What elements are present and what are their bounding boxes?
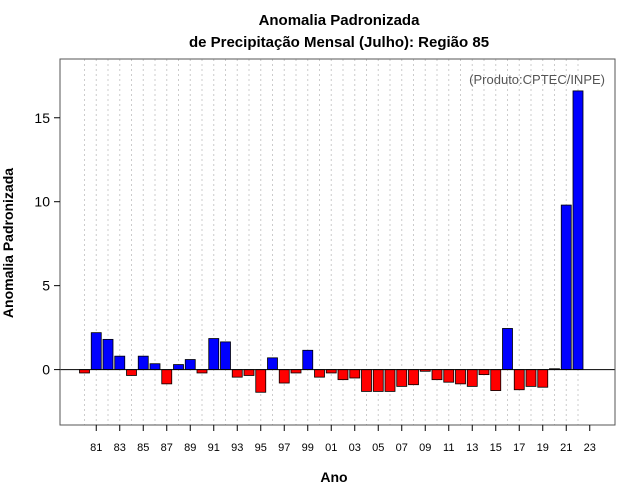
bar-1981 [90, 332, 102, 370]
bar-2006 [384, 369, 396, 392]
x-axis-label: Ano [320, 469, 347, 485]
y-tick-label: 0 [42, 362, 50, 378]
y-tick-label: 5 [42, 278, 50, 294]
bar-2012 [455, 369, 466, 385]
x-tick-label: 23 [584, 442, 596, 454]
bar-1980 [79, 369, 90, 374]
bars [79, 90, 584, 393]
x-tick-label: 93 [231, 442, 243, 454]
x-tick-label: 91 [208, 442, 220, 454]
bar-1991 [208, 338, 220, 370]
x-tick-label: 95 [255, 442, 267, 454]
bar-2001 [325, 369, 337, 374]
bar-2011 [443, 369, 455, 383]
bar-1990 [196, 369, 208, 374]
bar-1999 [302, 349, 314, 370]
bar-1989 [184, 359, 196, 370]
x-tick-label: 87 [161, 442, 173, 454]
bar-1982 [102, 338, 114, 370]
bar-2005 [372, 369, 384, 392]
bar-1996 [267, 357, 278, 370]
bar-2010 [431, 369, 443, 381]
bar-1998 [290, 369, 302, 374]
y-tick-label: 15 [34, 110, 50, 126]
bar-1994 [243, 369, 255, 376]
x-tick-label: 89 [184, 442, 196, 454]
x-tick-label: 19 [537, 442, 549, 454]
x-tick-label: 05 [372, 442, 384, 454]
x-tick-label: 09 [419, 442, 431, 454]
bar-2004 [361, 369, 372, 392]
bar-2018 [525, 369, 537, 387]
bar-2003 [349, 369, 361, 379]
x-tick-label: 99 [302, 442, 314, 454]
bar-1995 [255, 369, 267, 393]
x-tick-label: 03 [349, 442, 361, 454]
x-tick-label: 01 [325, 442, 337, 454]
bar-1986 [149, 363, 161, 370]
x-tick-label: 83 [114, 442, 126, 454]
bar-2022 [572, 90, 584, 370]
bar-1988 [173, 364, 184, 370]
bar-1997 [278, 369, 290, 384]
chart-title-line1: Anomalia Padronizada [259, 12, 421, 29]
bar-1985 [137, 355, 149, 370]
bar-2019 [537, 369, 549, 388]
x-tick-label: 15 [490, 442, 502, 454]
x-tick-label: 21 [560, 442, 572, 454]
bar-2016 [502, 328, 513, 370]
y-axis: 0 5 10 15 [34, 110, 60, 378]
x-tick-label: 11 [443, 442, 454, 454]
x-tick-label: 85 [137, 442, 149, 454]
bar-2015 [490, 369, 502, 391]
bar-1993 [231, 369, 243, 378]
bar-2017 [513, 369, 525, 391]
chart-title-line2: de Precipitação Mensal (Julho): Região 8… [189, 34, 489, 51]
bar-2007 [396, 369, 408, 387]
x-axis: 81 83 85 87 89 91 93 95 97 99 01 03 05 07 09 11 13 15 17 19… [90, 425, 596, 454]
bar-1984 [126, 369, 137, 376]
bar-1992 [220, 341, 231, 370]
x-tick-label: 81 [90, 442, 102, 454]
bar-2014 [478, 369, 490, 376]
bar-2008 [408, 369, 419, 386]
chart-annotation: (Produto:CPTEC/INPE) [469, 72, 605, 87]
bar-2013 [466, 369, 478, 387]
y-axis-label: Anomalia Padronizada [0, 168, 16, 318]
bar-2002 [337, 369, 349, 381]
bar-2021 [560, 204, 572, 370]
bar-1987 [161, 369, 173, 385]
x-tick-label: 13 [466, 442, 478, 454]
plot-frame [59, 58, 616, 426]
bar-1983 [114, 355, 126, 370]
y-tick-label: 10 [34, 194, 50, 210]
x-tick-label: 17 [513, 442, 525, 454]
bar-2000 [314, 369, 325, 378]
x-tick-label: 97 [278, 442, 290, 454]
x-tick-label: 07 [396, 442, 408, 454]
